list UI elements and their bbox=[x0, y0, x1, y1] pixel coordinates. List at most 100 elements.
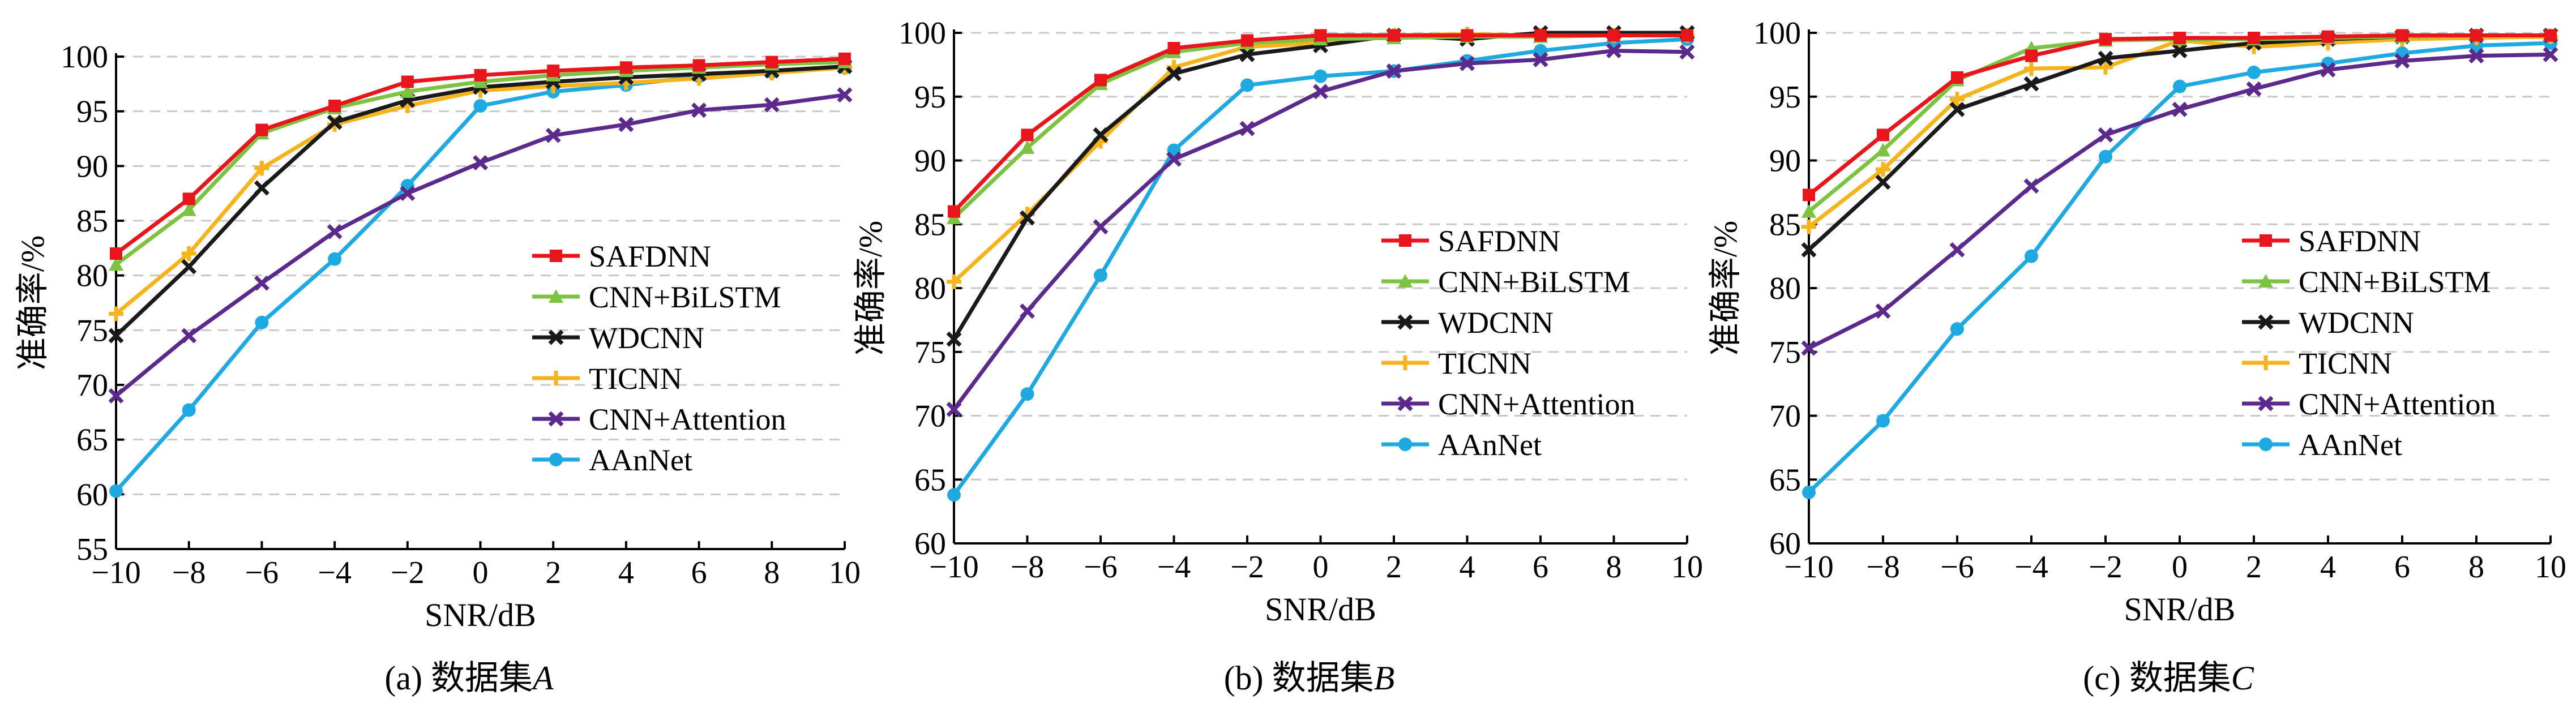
legend-marker bbox=[548, 329, 564, 345]
data-point bbox=[1239, 121, 1255, 136]
data-point bbox=[545, 127, 561, 143]
caption-prefix: (b) 数据集 bbox=[1224, 659, 1374, 697]
data-point bbox=[2246, 81, 2262, 97]
data-point bbox=[1388, 29, 1400, 42]
data-point bbox=[1951, 71, 1963, 84]
data-point bbox=[2248, 32, 2260, 45]
x-tick-label: −10 bbox=[91, 555, 141, 590]
data-point bbox=[181, 259, 197, 275]
data-point bbox=[1534, 29, 1547, 42]
series-cnn-attention bbox=[108, 87, 853, 404]
legend: SAFDNN CNN+BiLSTM WDCNN TICNN CNN+Attention A… bbox=[532, 239, 786, 477]
data-point bbox=[2025, 49, 2038, 62]
data-point bbox=[946, 401, 962, 417]
y-tick-label: 75 bbox=[1769, 335, 1801, 370]
legend-item: SAFDNN bbox=[2242, 224, 2421, 258]
legend-label: SAFDNN bbox=[589, 239, 711, 273]
legend-marker bbox=[549, 289, 563, 303]
caption-prefix: (a) 数据集 bbox=[384, 659, 533, 697]
x-tick-label: 10 bbox=[829, 555, 861, 590]
data-point bbox=[2470, 29, 2483, 42]
data-point bbox=[948, 205, 960, 218]
legend-label: WDCNN bbox=[2299, 306, 2414, 340]
legend-item: WDCNN bbox=[1381, 306, 1554, 340]
y-tick-label: 100 bbox=[898, 16, 946, 51]
data-point bbox=[1801, 242, 1817, 258]
data-point bbox=[1240, 78, 1254, 92]
data-point bbox=[255, 315, 269, 329]
data-point bbox=[2023, 76, 2039, 92]
x-tick-label: −4 bbox=[318, 555, 352, 590]
data-point bbox=[2023, 178, 2039, 194]
data-point bbox=[2024, 61, 2039, 76]
data-point bbox=[1460, 55, 1475, 71]
series-line bbox=[952, 49, 1688, 411]
data-point bbox=[2394, 53, 2410, 69]
data-point bbox=[1239, 46, 1255, 62]
data-point bbox=[328, 100, 341, 112]
y-tick-label: 100 bbox=[61, 40, 108, 75]
legend-marker bbox=[2259, 438, 2273, 451]
data-point bbox=[1094, 74, 1107, 87]
data-point bbox=[1166, 66, 1182, 82]
legend-item: TICNN bbox=[2242, 346, 2392, 380]
legend-label: TICNN bbox=[2299, 346, 2392, 380]
series-line bbox=[952, 33, 1687, 213]
legend-label: CNN+BiLSTM bbox=[2299, 265, 2491, 299]
legend-item: TICNN bbox=[1381, 346, 1531, 380]
legend-item: CNN+Attention bbox=[1381, 387, 1635, 421]
data-point bbox=[1020, 387, 1034, 401]
data-point bbox=[1876, 143, 1890, 157]
data-point bbox=[1386, 63, 1402, 79]
data-point bbox=[837, 87, 853, 103]
data-point bbox=[1020, 140, 1035, 154]
data-point bbox=[1020, 303, 1035, 319]
data-point bbox=[254, 180, 269, 196]
legend-label: CNN+Attention bbox=[589, 402, 786, 436]
data-point bbox=[1241, 34, 1253, 47]
legend-marker bbox=[548, 411, 564, 427]
data-point bbox=[547, 65, 560, 78]
data-point bbox=[1803, 188, 1815, 202]
legend-marker bbox=[1398, 438, 1412, 451]
data-point bbox=[1802, 485, 1816, 499]
legend-item: AAnNet bbox=[2242, 428, 2402, 462]
data-point bbox=[1801, 340, 1817, 356]
legend-marker bbox=[2258, 396, 2274, 411]
data-point bbox=[2544, 29, 2557, 42]
data-point bbox=[1877, 128, 1889, 142]
data-point bbox=[2173, 32, 2186, 45]
x-axis-label: SNR/dB bbox=[1265, 591, 1376, 628]
x-tick-label: 0 bbox=[1313, 550, 1329, 585]
data-point bbox=[1533, 52, 1548, 67]
data-point bbox=[2396, 29, 2408, 42]
x-tick-label: 6 bbox=[2394, 550, 2410, 585]
legend-label: CNN+Attention bbox=[2299, 387, 2496, 421]
data-point bbox=[946, 331, 962, 347]
x-tick-label: 6 bbox=[1533, 550, 1548, 585]
data-point bbox=[254, 161, 269, 176]
legend-marker bbox=[1398, 355, 1413, 370]
data-point bbox=[2099, 33, 2112, 46]
data-point bbox=[2247, 65, 2261, 79]
data-point bbox=[109, 306, 123, 322]
data-point bbox=[691, 102, 707, 118]
legend-marker bbox=[2258, 314, 2274, 330]
data-point bbox=[1461, 29, 1474, 42]
data-point bbox=[1950, 92, 1965, 107]
data-point bbox=[1094, 268, 1107, 282]
series-cnn-attention bbox=[1801, 46, 2558, 356]
data-point bbox=[619, 61, 632, 74]
legend-item: CNN+BiLSTM bbox=[1381, 265, 1631, 299]
data-point bbox=[2468, 48, 2484, 64]
y-tick-label: 85 bbox=[914, 207, 946, 242]
y-tick-label: 85 bbox=[1769, 207, 1801, 242]
caption-variable: B bbox=[1374, 659, 1395, 697]
legend-item: CNN+Attention bbox=[532, 402, 786, 436]
data-point bbox=[1607, 29, 1620, 42]
y-tick-label: 75 bbox=[914, 335, 946, 370]
legend-marker bbox=[1398, 274, 1413, 288]
x-tick-label: −2 bbox=[1230, 550, 1264, 585]
series-safdnn bbox=[110, 52, 851, 260]
